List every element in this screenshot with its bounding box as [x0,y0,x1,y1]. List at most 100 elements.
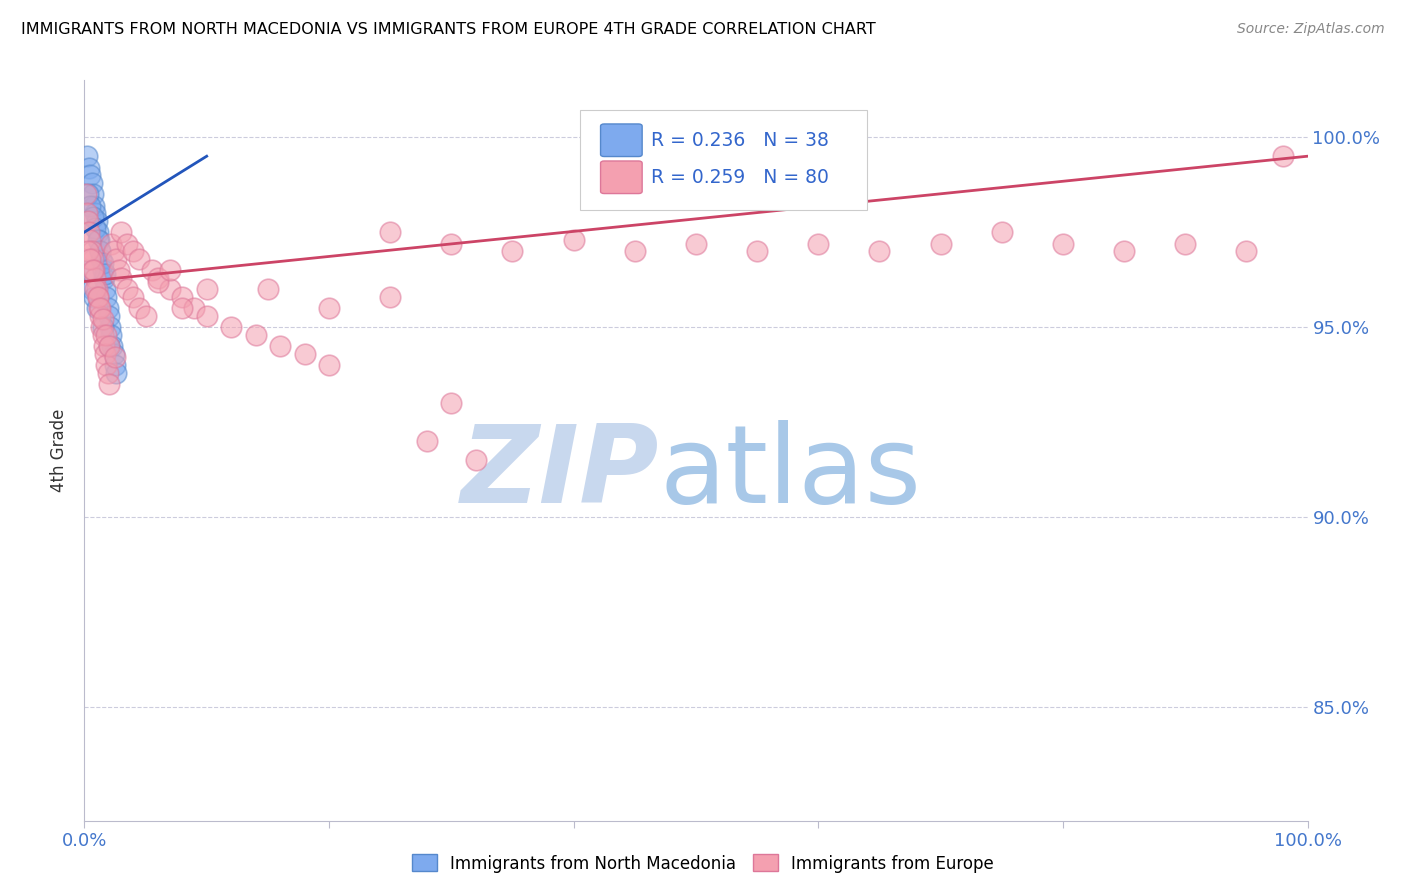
Point [79,252,101,266]
Point [87,290,110,304]
Point [79,233,101,247]
Point [416,434,439,448]
Point [97,309,120,323]
Point [87,233,110,247]
Point [105,252,128,266]
Point [76,149,98,163]
Point [100,236,122,251]
Text: Source: ZipAtlas.com: Source: ZipAtlas.com [1237,22,1385,37]
Point [141,263,163,277]
Point [87,225,110,239]
Point [76,206,98,220]
Point [96,327,118,342]
FancyBboxPatch shape [579,110,868,210]
Point [245,327,267,342]
Point [91,255,114,269]
Point [77,213,100,227]
Point [318,358,340,372]
FancyBboxPatch shape [600,161,643,194]
Point [1236,244,1258,259]
Point [110,225,132,239]
Point [807,236,830,251]
Point [77,263,100,277]
Point [87,290,110,304]
Point [84,282,107,296]
Point [86,282,108,296]
Point [183,301,205,315]
Point [219,320,242,334]
Point [159,263,181,277]
Point [97,301,120,315]
Point [96,358,118,372]
Point [172,301,194,315]
Text: IMMIGRANTS FROM NORTH MACEDONIA VS IMMIGRANTS FROM EUROPE 4TH GRADE CORRELATION : IMMIGRANTS FROM NORTH MACEDONIA VS IMMIG… [21,22,876,37]
Point [80,176,103,190]
Point [624,244,647,259]
Point [83,198,105,212]
Point [122,244,145,259]
Point [929,236,952,251]
Point [172,290,194,304]
Point [440,236,463,251]
Point [86,301,108,315]
Point [89,244,111,259]
Point [77,187,100,202]
Point [94,282,117,296]
Point [87,301,110,315]
Point [93,339,115,353]
Point [195,282,218,296]
Point [115,236,138,251]
Text: R = 0.259   N = 80: R = 0.259 N = 80 [651,168,828,186]
Point [110,270,132,285]
Point [562,233,585,247]
Point [79,198,101,212]
Point [94,267,117,281]
Point [1272,149,1295,163]
Point [79,168,101,182]
Point [80,244,103,259]
Point [104,358,127,372]
Point [747,244,769,259]
Point [159,282,181,296]
Point [380,225,402,239]
Point [91,312,114,326]
Point [80,282,103,296]
Point [103,244,125,259]
Point [869,244,891,259]
Point [97,377,120,392]
Point [90,320,112,334]
Point [100,327,122,342]
Point [75,187,97,202]
Point [103,346,125,360]
Point [91,263,114,277]
Point [1114,244,1136,259]
Point [84,221,107,235]
Point [93,270,115,285]
Point [128,252,150,266]
Point [82,187,104,202]
Point [685,236,707,251]
Point [97,366,120,380]
Point [96,290,118,304]
Point [89,244,111,259]
Point [104,351,127,365]
Point [97,339,120,353]
Point [195,309,218,323]
FancyBboxPatch shape [600,124,643,156]
Point [257,282,280,296]
Point [115,282,138,296]
Point [77,161,100,175]
Text: ZIP: ZIP [461,419,659,525]
Point [89,301,111,315]
Point [83,263,105,277]
Point [318,301,340,315]
Point [83,290,105,304]
Point [105,366,128,380]
Point [440,396,463,410]
Point [94,346,117,360]
Point [91,327,114,342]
Point [87,233,110,247]
Point [135,309,157,323]
Point [82,210,104,224]
Point [380,290,402,304]
